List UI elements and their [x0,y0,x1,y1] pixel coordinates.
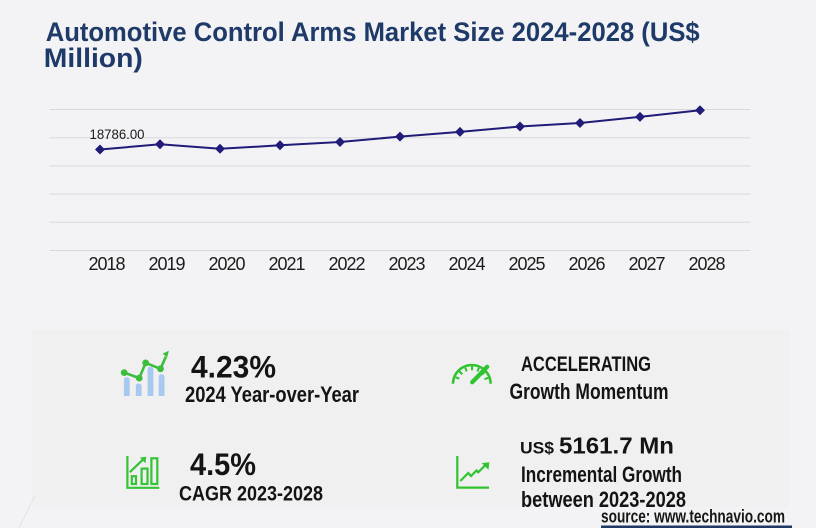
svg-text:between 2023-2028: between 2023-2028 [521,487,686,512]
svg-text:CAGR 2023-2028: CAGR 2023-2028 [179,483,323,506]
svg-text:4.5%: 4.5% [190,446,256,482]
svg-text:2028: 2028 [689,254,726,274]
svg-text:5161.7 Mn: 5161.7 Mn [559,432,674,458]
svg-text:Automotive Control Arms Market: Automotive Control Arms Market Size 2024… [46,17,700,47]
svg-text:2025: 2025 [509,254,546,274]
svg-text:2027: 2027 [629,254,666,274]
svg-text:source: www.technavio.com: source: www.technavio.com [601,507,785,527]
svg-text:ACCELERATING: ACCELERATING [521,352,651,376]
svg-text:Incremental Growth: Incremental Growth [521,462,682,487]
svg-text:4.23%: 4.23% [191,349,276,385]
svg-text:2023: 2023 [389,254,426,274]
svg-text:Growth Momentum: Growth Momentum [510,379,669,404]
svg-text:2018: 2018 [89,254,126,274]
svg-text:2019: 2019 [149,254,186,274]
svg-text:2024 Year-over-Year: 2024 Year-over-Year [185,382,359,407]
svg-text:18786.00: 18786.00 [90,127,145,142]
svg-text:Million): Million) [44,43,143,73]
svg-text:2026: 2026 [569,254,606,274]
svg-text:2021: 2021 [269,254,306,274]
svg-text:2024: 2024 [449,254,486,274]
svg-text:2022: 2022 [329,254,366,274]
svg-text:US$: US$ [520,438,555,457]
svg-text:2020: 2020 [209,254,246,274]
